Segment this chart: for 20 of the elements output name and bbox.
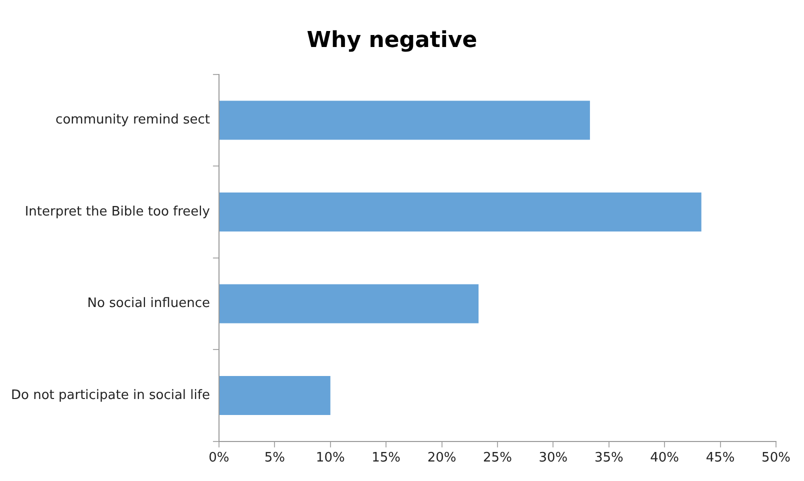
bar — [219, 192, 702, 232]
chart-title: Why negative — [306, 28, 478, 53]
x-tick-label: 30% — [538, 450, 568, 466]
bar — [219, 284, 479, 324]
x-tick-label: 35% — [594, 450, 624, 466]
x-tick-label: 0% — [208, 450, 230, 466]
x-tick-label: 15% — [372, 450, 401, 466]
y-tick-label: Interpret the Bible too freely — [24, 204, 210, 220]
x-tick-label: 45% — [706, 450, 735, 466]
x-tick-label: 20% — [427, 450, 456, 466]
bar — [219, 100, 590, 140]
y-tick-label: Do not participate in social life — [10, 388, 210, 403]
bar — [219, 376, 330, 416]
y-tick-label: community remind sect — [56, 112, 210, 128]
x-tick-label: 50% — [762, 450, 790, 466]
y-tick-label: No social influence — [87, 296, 210, 312]
x-tick-label: 40% — [650, 450, 680, 466]
x-tick-label: 25% — [483, 450, 512, 466]
x-tick-label: 5% — [264, 450, 285, 466]
x-tick-label: 10% — [316, 450, 345, 466]
